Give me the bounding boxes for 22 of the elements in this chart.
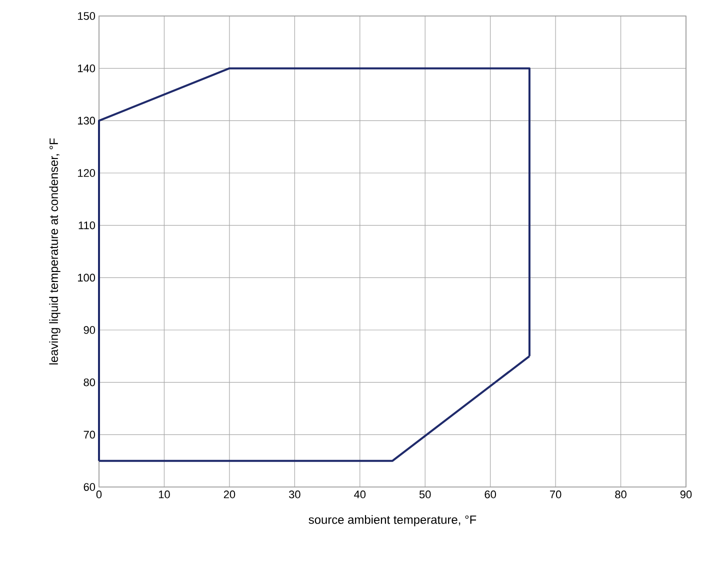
y-tick-label: 110	[78, 221, 96, 230]
x-tick-label: 30	[288, 490, 300, 498]
y-axis-title: leaving liquid temperature at condenser, °F	[49, 138, 60, 364]
y-tick-label: 60	[84, 483, 96, 491]
y-tick-label: 120	[78, 169, 96, 177]
x-tick-label: 50	[419, 490, 431, 498]
x-tick-label: 60	[484, 490, 496, 498]
y-tick-label: 90	[84, 326, 96, 334]
x-tick-label: 0	[96, 490, 102, 498]
x-tick-label: 80	[615, 490, 626, 498]
x-tick-label: 70	[550, 490, 562, 498]
x-tick-label: 20	[224, 490, 236, 498]
x-tick-label: 90	[680, 490, 692, 498]
y-tick-label: 140	[78, 64, 96, 72]
x-tick-label: 40	[354, 490, 366, 498]
x-tick-label: 10	[158, 490, 170, 498]
y-tick-label: 70	[84, 430, 96, 439]
y-tick-label: 80	[84, 378, 96, 386]
y-tick-label: 150	[78, 12, 96, 20]
y-tick-label: 130	[78, 116, 96, 125]
x-axis-title: source ambient temperature, °F	[308, 515, 476, 526]
y-tick-label: 100	[78, 274, 96, 282]
